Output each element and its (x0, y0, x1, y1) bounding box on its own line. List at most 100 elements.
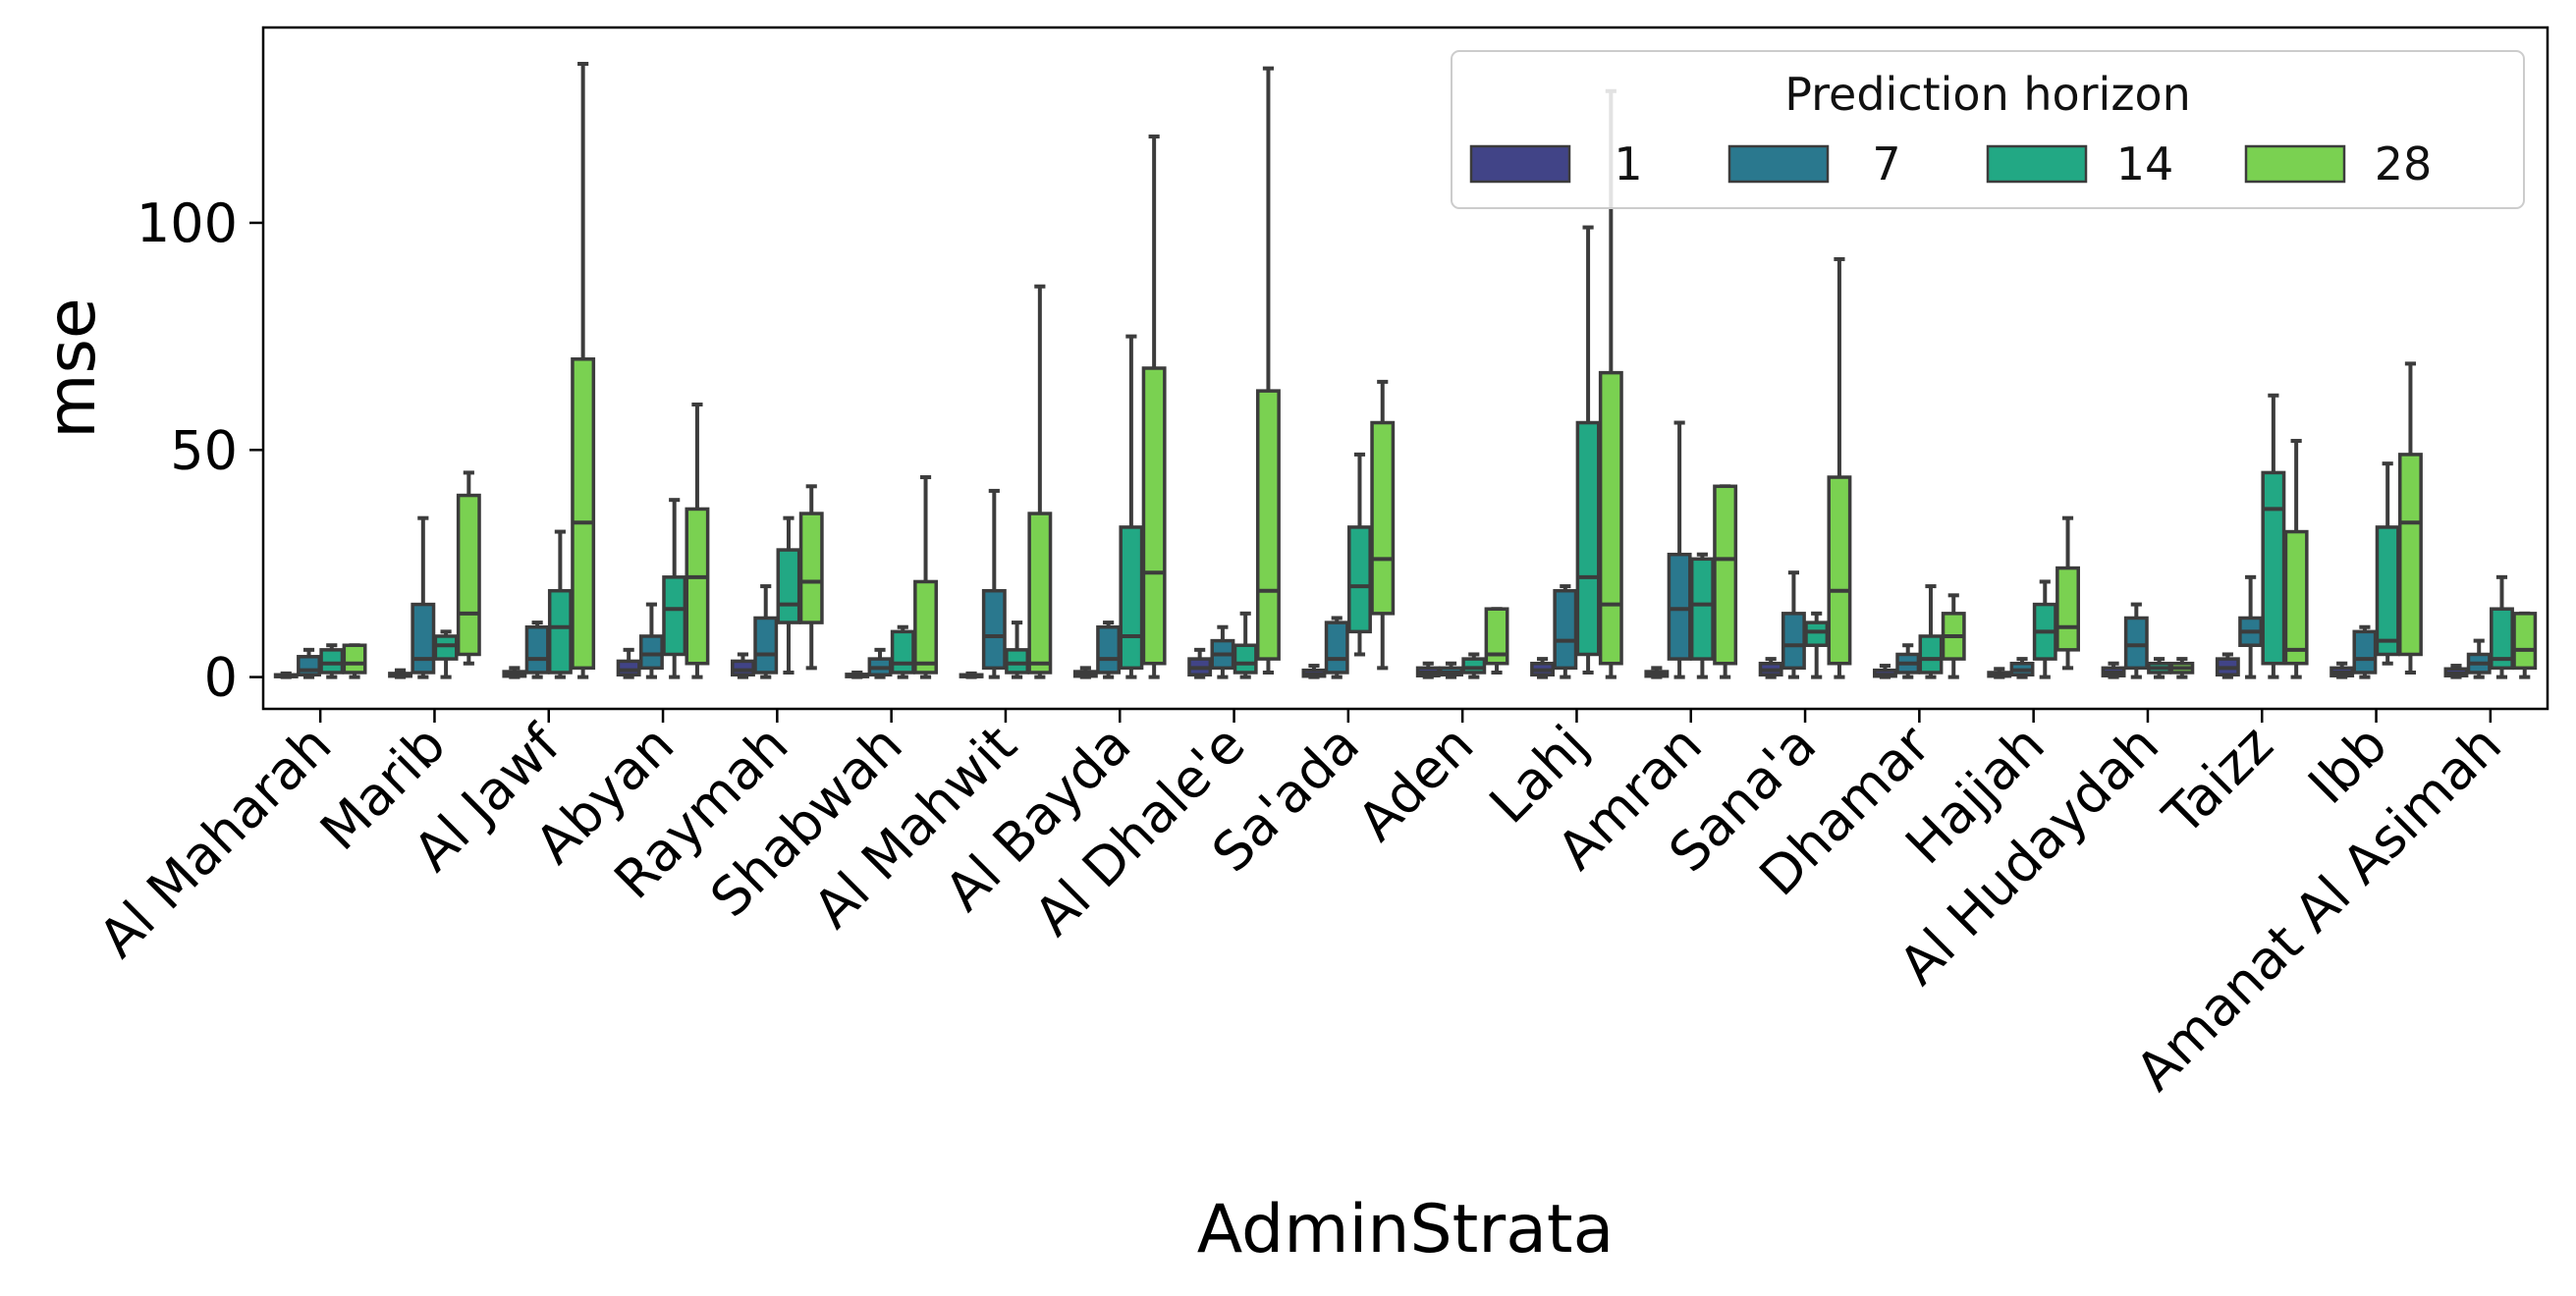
box-7-28 (1141, 135, 1167, 679)
box-iqr (2375, 525, 2400, 657)
box-0-1 (273, 671, 299, 679)
box-iqr (547, 588, 573, 675)
plot-frame (261, 26, 2549, 711)
box-14-1 (1873, 664, 1897, 679)
box-12-28 (1713, 484, 1738, 679)
box-iqr (1005, 648, 1030, 675)
box-7-7 (1096, 621, 1122, 679)
box-5-28 (913, 475, 938, 679)
box-0-7 (297, 647, 321, 679)
legend-label: 14 (2116, 137, 2174, 190)
box-17-1 (2215, 652, 2240, 679)
box-1-14 (433, 629, 459, 679)
box-iqr (524, 624, 550, 675)
box-iqr (1598, 370, 1623, 666)
x-tick-label: Taizz (2151, 714, 2284, 847)
box-iqr (1461, 657, 1487, 675)
legend-entry-1: 1 (1469, 137, 1643, 190)
y-tick-label: 100 (137, 192, 238, 254)
box-9-1 (1301, 664, 1327, 679)
box-3-7 (638, 602, 664, 679)
box-12-14 (1689, 552, 1715, 679)
box-iqr (571, 356, 596, 671)
box-17-7 (2238, 574, 2264, 679)
box-iqr (2352, 629, 2378, 675)
box-15-14 (2032, 579, 2057, 679)
y-tick-label: 0 (204, 647, 238, 709)
box-2-28 (571, 62, 596, 679)
legend-entry-14: 14 (1986, 137, 2174, 190)
box-iqr (319, 648, 345, 675)
legend-swatch (1469, 144, 1571, 184)
box-13-28 (1827, 256, 1852, 679)
box-13-1 (1758, 657, 1783, 679)
box-16-1 (2101, 661, 2126, 679)
box-16-14 (2147, 657, 2172, 679)
box-19-1 (2443, 664, 2469, 679)
box-iqr (913, 579, 938, 675)
box-16-28 (2169, 657, 2195, 679)
box-10-28 (1484, 607, 1509, 675)
box-16-7 (2123, 602, 2149, 679)
legend-label: 1 (1614, 137, 1642, 190)
box-9-14 (1347, 452, 1372, 657)
box-iqr (1027, 512, 1053, 675)
box-6-7 (981, 488, 1007, 679)
box-12-7 (1667, 420, 1692, 679)
box-4-7 (753, 584, 779, 679)
box-18-7 (2352, 624, 2378, 679)
box-2-1 (502, 666, 527, 679)
box-14-28 (1941, 593, 1966, 679)
box-iqr (1119, 525, 1144, 671)
box-iqr (1781, 612, 1806, 671)
legend-swatch (1727, 144, 1830, 184)
box-18-1 (2329, 661, 2355, 679)
box-1-28 (456, 470, 481, 666)
box-19-28 (2512, 611, 2538, 679)
box-15-28 (2055, 515, 2080, 671)
box-iqr (798, 512, 824, 624)
box-12-1 (1644, 666, 1670, 679)
box-14-7 (1895, 643, 1921, 679)
box-9-7 (1324, 616, 1349, 679)
box-iqr (1689, 557, 1715, 661)
y-axis-label: mse (33, 297, 111, 439)
box-iqr (342, 643, 367, 675)
legend-swatch (1986, 144, 2088, 184)
x-tick-label: Al Maharah (87, 714, 344, 970)
y-tick-label: 50 (170, 419, 238, 481)
box-iqr (2123, 616, 2149, 671)
box-iqr (2490, 607, 2514, 671)
box-iqr (1804, 621, 1830, 647)
box-iqr (890, 629, 915, 675)
box-iqr (685, 507, 710, 666)
box-iqr (776, 548, 801, 624)
box-19-7 (2466, 638, 2492, 679)
box-8-1 (1187, 647, 1213, 679)
box-iqr (456, 493, 481, 657)
box-iqr (981, 588, 1007, 671)
box-iqr (1553, 588, 1578, 671)
box-iqr (616, 659, 641, 677)
box-iqr (753, 616, 779, 675)
box-14-14 (1918, 584, 1944, 679)
box-3-1 (616, 647, 641, 679)
box-17-28 (2283, 439, 2309, 679)
box-0-28 (342, 643, 367, 679)
box-7-1 (1072, 666, 1098, 679)
box-4-1 (731, 652, 755, 679)
legend-label: 28 (2375, 137, 2433, 190)
box-9-28 (1370, 379, 1396, 671)
box-18-14 (2375, 461, 2400, 666)
legend-entry-28: 28 (2244, 137, 2433, 190)
box-iqr (731, 659, 755, 677)
box-13-7 (1781, 570, 1806, 679)
box-iqr (2055, 566, 2080, 652)
box-1-7 (411, 515, 436, 679)
box-0-14 (319, 643, 345, 679)
box-iqr (1096, 624, 1122, 675)
legend-entry-7: 7 (1727, 137, 1901, 190)
box-iqr (2283, 529, 2309, 666)
box-3-28 (685, 403, 710, 679)
